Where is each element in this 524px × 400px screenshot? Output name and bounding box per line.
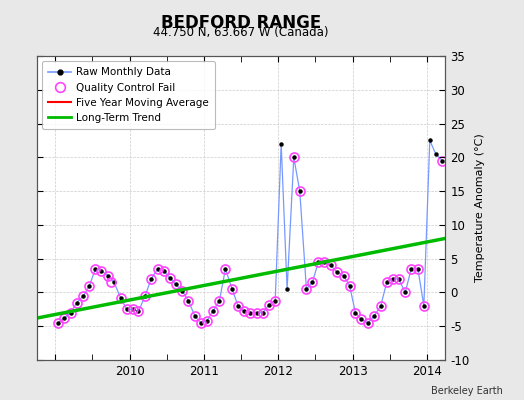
Text: BEDFORD RANGE: BEDFORD RANGE bbox=[161, 14, 321, 32]
Y-axis label: Temperature Anomaly (°C): Temperature Anomaly (°C) bbox=[475, 134, 485, 282]
Legend: Raw Monthly Data, Quality Control Fail, Five Year Moving Average, Long-Term Tren: Raw Monthly Data, Quality Control Fail, … bbox=[42, 61, 215, 129]
Text: 44.750 N, 63.667 W (Canada): 44.750 N, 63.667 W (Canada) bbox=[154, 26, 329, 39]
Text: Berkeley Earth: Berkeley Earth bbox=[431, 386, 503, 396]
